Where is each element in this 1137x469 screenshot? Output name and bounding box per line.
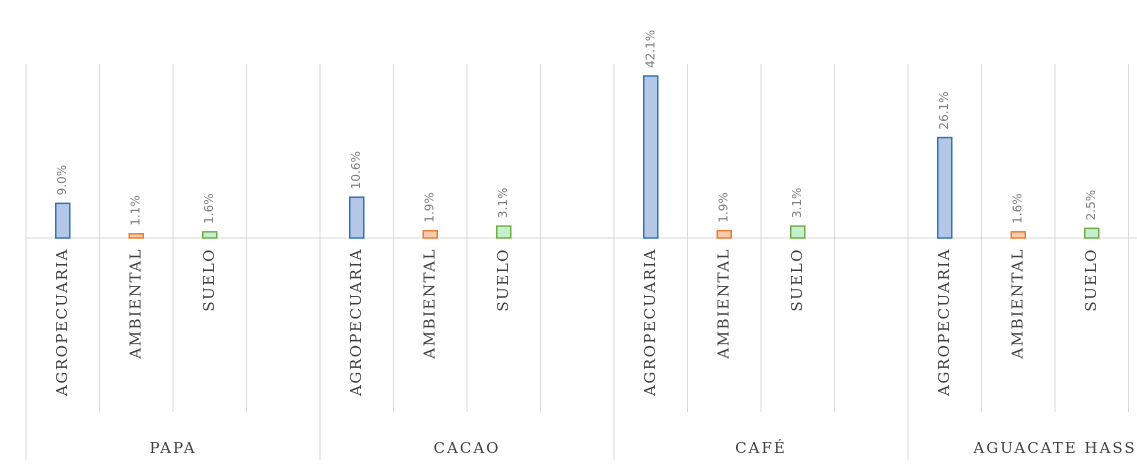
category-label: AMBIENTAL bbox=[420, 248, 438, 360]
bar-agropecuaria bbox=[643, 75, 659, 239]
bar-ambiental bbox=[422, 229, 438, 239]
data-label: 9.0% bbox=[55, 165, 69, 196]
bar-suelo bbox=[202, 231, 218, 239]
data-label: 3.1% bbox=[496, 188, 510, 219]
category-label: AGROPECUARIA bbox=[53, 248, 71, 397]
data-label: 2.5% bbox=[1084, 190, 1098, 221]
bar-agropecuaria bbox=[55, 202, 71, 239]
data-label: 26.1% bbox=[937, 91, 951, 129]
data-label: 1.9% bbox=[423, 192, 437, 223]
data-label: 1.9% bbox=[717, 192, 731, 223]
bar-ambiental bbox=[128, 233, 144, 239]
category-label: AGROPECUARIA bbox=[641, 248, 659, 397]
data-label: 10.6% bbox=[349, 151, 363, 189]
data-label: 1.6% bbox=[1011, 193, 1025, 224]
group-label: CACAO bbox=[434, 439, 501, 457]
bar-suelo bbox=[496, 225, 512, 239]
data-label: 1.6% bbox=[202, 193, 216, 224]
category-label: AMBIENTAL bbox=[126, 248, 144, 360]
bar-agropecuaria bbox=[349, 196, 365, 239]
group-label: CAFÉ bbox=[735, 439, 787, 457]
data-label: 3.1% bbox=[790, 188, 804, 219]
category-label: SUELO bbox=[494, 248, 512, 312]
category-label: SUELO bbox=[1082, 248, 1100, 312]
bar-ambiental bbox=[716, 229, 732, 239]
bar-agropecuaria bbox=[937, 136, 953, 239]
category-label: AMBIENTAL bbox=[714, 248, 732, 360]
data-label: 1.1% bbox=[129, 195, 143, 226]
category-label: SUELO bbox=[788, 248, 806, 312]
bar-suelo bbox=[790, 225, 806, 239]
category-label: AGROPECUARIA bbox=[347, 248, 365, 397]
group-label: AGUACATE HASS bbox=[972, 439, 1136, 457]
group-label: PAPA bbox=[149, 439, 196, 457]
category-label: AGROPECUARIA bbox=[935, 248, 953, 397]
bar-suelo bbox=[1084, 227, 1100, 239]
category-label: SUELO bbox=[200, 248, 218, 312]
data-label: 42.1% bbox=[643, 30, 657, 68]
category-label: AMBIENTAL bbox=[1008, 248, 1026, 360]
bar-ambiental bbox=[1010, 231, 1026, 239]
